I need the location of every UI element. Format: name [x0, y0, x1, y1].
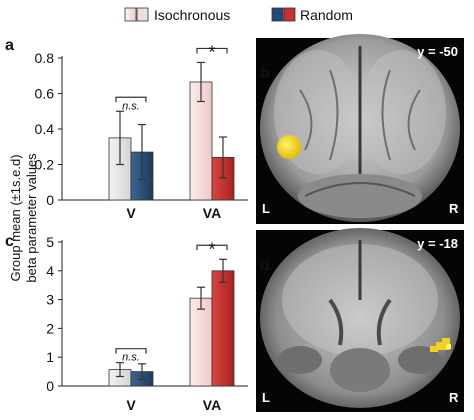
hemisphere-left-b: L [262, 201, 270, 216]
brain-d-ventricles [328, 298, 392, 346]
brain-b-cerebellum [298, 174, 422, 218]
brain-d-right-temporal [398, 346, 442, 374]
y-tick-label: 4 [46, 263, 54, 279]
y-tick-label: 0.6 [35, 86, 55, 102]
significance-ns: n.s. [122, 352, 140, 364]
y-axis-label: Group mean (±1s.e.d) [8, 154, 23, 281]
y-tick-label: 0.2 [35, 157, 55, 173]
brain-b-tentorium [304, 182, 416, 197]
significance-bracket [115, 96, 147, 103]
y-tick-label: 0 [46, 378, 54, 394]
significance-bracket [115, 348, 147, 354]
ylabel-line2-a: beta parameter values [24, 153, 39, 283]
hemisphere-right-b: R [449, 201, 459, 216]
significance-ns: n.s. [122, 100, 140, 112]
bar-va-random [211, 270, 235, 387]
coord-label-b: y = -50 [417, 44, 458, 59]
category-label-va: VA [203, 397, 221, 413]
brain-b-right-lobe [358, 50, 446, 174]
panel-letter-c: c [5, 233, 14, 250]
legend-swatch-random-blue [271, 7, 284, 22]
category-label-v: V [126, 205, 136, 221]
category-label-v: V [126, 397, 136, 413]
y-tick-label: 5 [46, 234, 54, 250]
significance-bracket [196, 244, 228, 251]
hemisphere-left-d: L [262, 390, 270, 405]
legend-swatch-random-red [283, 7, 296, 22]
significance-star: * [208, 42, 215, 62]
legend: Isochronous Random [124, 7, 353, 23]
significance-star: * [208, 239, 215, 259]
brain-image-d: d y = -18 L R [256, 228, 464, 412]
chart-panel-c: 0 1 2 3 4 5 Vn.s. VA * [46, 234, 248, 413]
y-tick-label: 0.4 [35, 121, 55, 137]
brain-d-brainstem [330, 348, 390, 392]
y-tick-label: 2 [46, 320, 54, 336]
activation-blob-d-3 [430, 346, 438, 352]
ylabel-line1-a: Group mean (±1s.e.d) [8, 154, 23, 281]
y-tick-label: 3 [46, 292, 54, 308]
legend-label-random: Random [300, 7, 353, 23]
activation-blob-b [277, 135, 301, 159]
y-tick-label: 1 [46, 349, 54, 365]
hemisphere-right-d: R [449, 390, 459, 405]
bar-va-isochronous [189, 297, 213, 387]
brain-b-sulci [299, 69, 421, 161]
significance-bracket [196, 47, 228, 54]
brain-d-left-temporal [278, 346, 322, 374]
coord-label-d: y = -18 [417, 236, 458, 251]
activation-blob-d-4 [446, 344, 451, 349]
y-tick-label: 0 [46, 192, 54, 208]
y-axis-label-2: beta parameter values [24, 153, 39, 283]
activation-blob-d-1 [436, 342, 442, 350]
legend-swatch-isochronous-2 [136, 7, 149, 22]
y-tick-label: 0.8 [35, 50, 55, 66]
chart-panel-a: 0 0.2 0.4 0.6 0.8 Vn.s. VA * [35, 42, 248, 221]
panel-letter-d: d [260, 257, 270, 274]
legend-swatch-isochronous [124, 7, 137, 22]
legend-label-isochronous: Isochronous [154, 7, 230, 23]
brain-image-b: b y = -50 L R [256, 34, 464, 224]
panel-letter-b: b [260, 65, 270, 82]
category-label-va: VA [203, 205, 221, 221]
panel-letter-a: a [5, 37, 14, 54]
